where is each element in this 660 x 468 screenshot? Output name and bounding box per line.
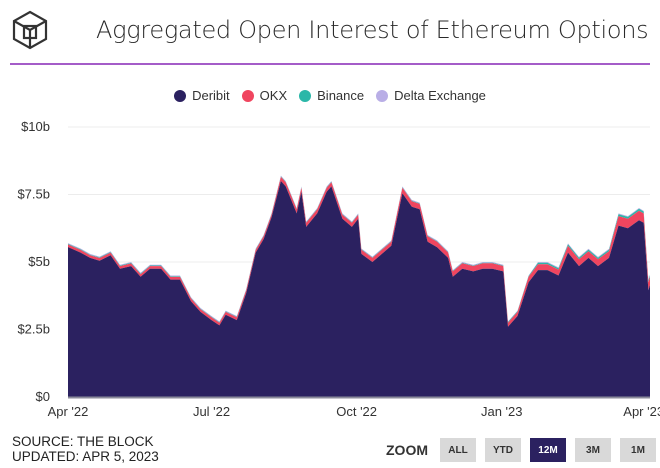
source-note: SOURCE: THE BLOCK UPDATED: APR 5, 2023 <box>12 434 159 464</box>
x-tick-label: Jan '23 <box>481 404 523 419</box>
legend-label: Binance <box>317 88 365 103</box>
legend-dot-icon <box>376 89 389 102</box>
updated-text: UPDATED: APR 5, 2023 <box>12 449 159 464</box>
source-text: SOURCE: THE BLOCK <box>12 434 154 449</box>
legend-label: Delta Exchange <box>394 88 486 103</box>
zoom-12m-button[interactable]: 12M <box>530 438 566 462</box>
y-tick-label: $2.5b <box>17 322 50 337</box>
zoom-label: ZOOM <box>386 442 428 458</box>
y-tick-label: $5b <box>28 254 50 269</box>
legend-item-deribit[interactable]: Deribit <box>174 88 230 103</box>
zoom-1m-button[interactable]: 1M <box>620 438 656 462</box>
legend-item-binance[interactable]: Binance <box>299 88 364 103</box>
chart-title: Aggregated Open Interest of Ethereum Opt… <box>96 16 649 44</box>
x-tick-label: Apr '22 <box>48 404 89 419</box>
legend-label: OKX <box>259 88 288 103</box>
title-divider <box>10 63 650 65</box>
legend-dot-icon <box>299 89 312 102</box>
zoom-controls: ZOOM ALL YTD 12M 3M 1M <box>386 438 660 462</box>
legend-item-delta-exchange[interactable]: Delta Exchange <box>376 88 486 103</box>
x-tick-label: Oct '22 <box>336 404 377 419</box>
zoom-all-button[interactable]: ALL <box>440 438 476 462</box>
y-tick-label: $10b <box>21 119 50 134</box>
area-deribit <box>68 181 650 397</box>
zoom-3m-button[interactable]: 3M <box>575 438 611 462</box>
legend: Deribit OKX Binance Delta Exchange <box>0 88 660 103</box>
the-block-logo <box>10 10 50 55</box>
legend-item-okx[interactable]: OKX <box>241 88 288 103</box>
legend-label: Deribit <box>192 88 230 103</box>
y-tick-label: $0 <box>36 389 50 404</box>
zoom-ytd-button[interactable]: YTD <box>485 438 521 462</box>
x-tick-label: Jul '22 <box>193 404 230 419</box>
chart-area: $0 $2.5b $5b $7.5b $10b Apr '22 Jul '22 Oct '22… <box>17 119 660 419</box>
x-tick-label: Apr '23 <box>623 404 660 419</box>
legend-dot-icon <box>174 89 187 102</box>
y-tick-label: $7.5b <box>17 187 50 202</box>
legend-dot-icon <box>241 89 254 102</box>
